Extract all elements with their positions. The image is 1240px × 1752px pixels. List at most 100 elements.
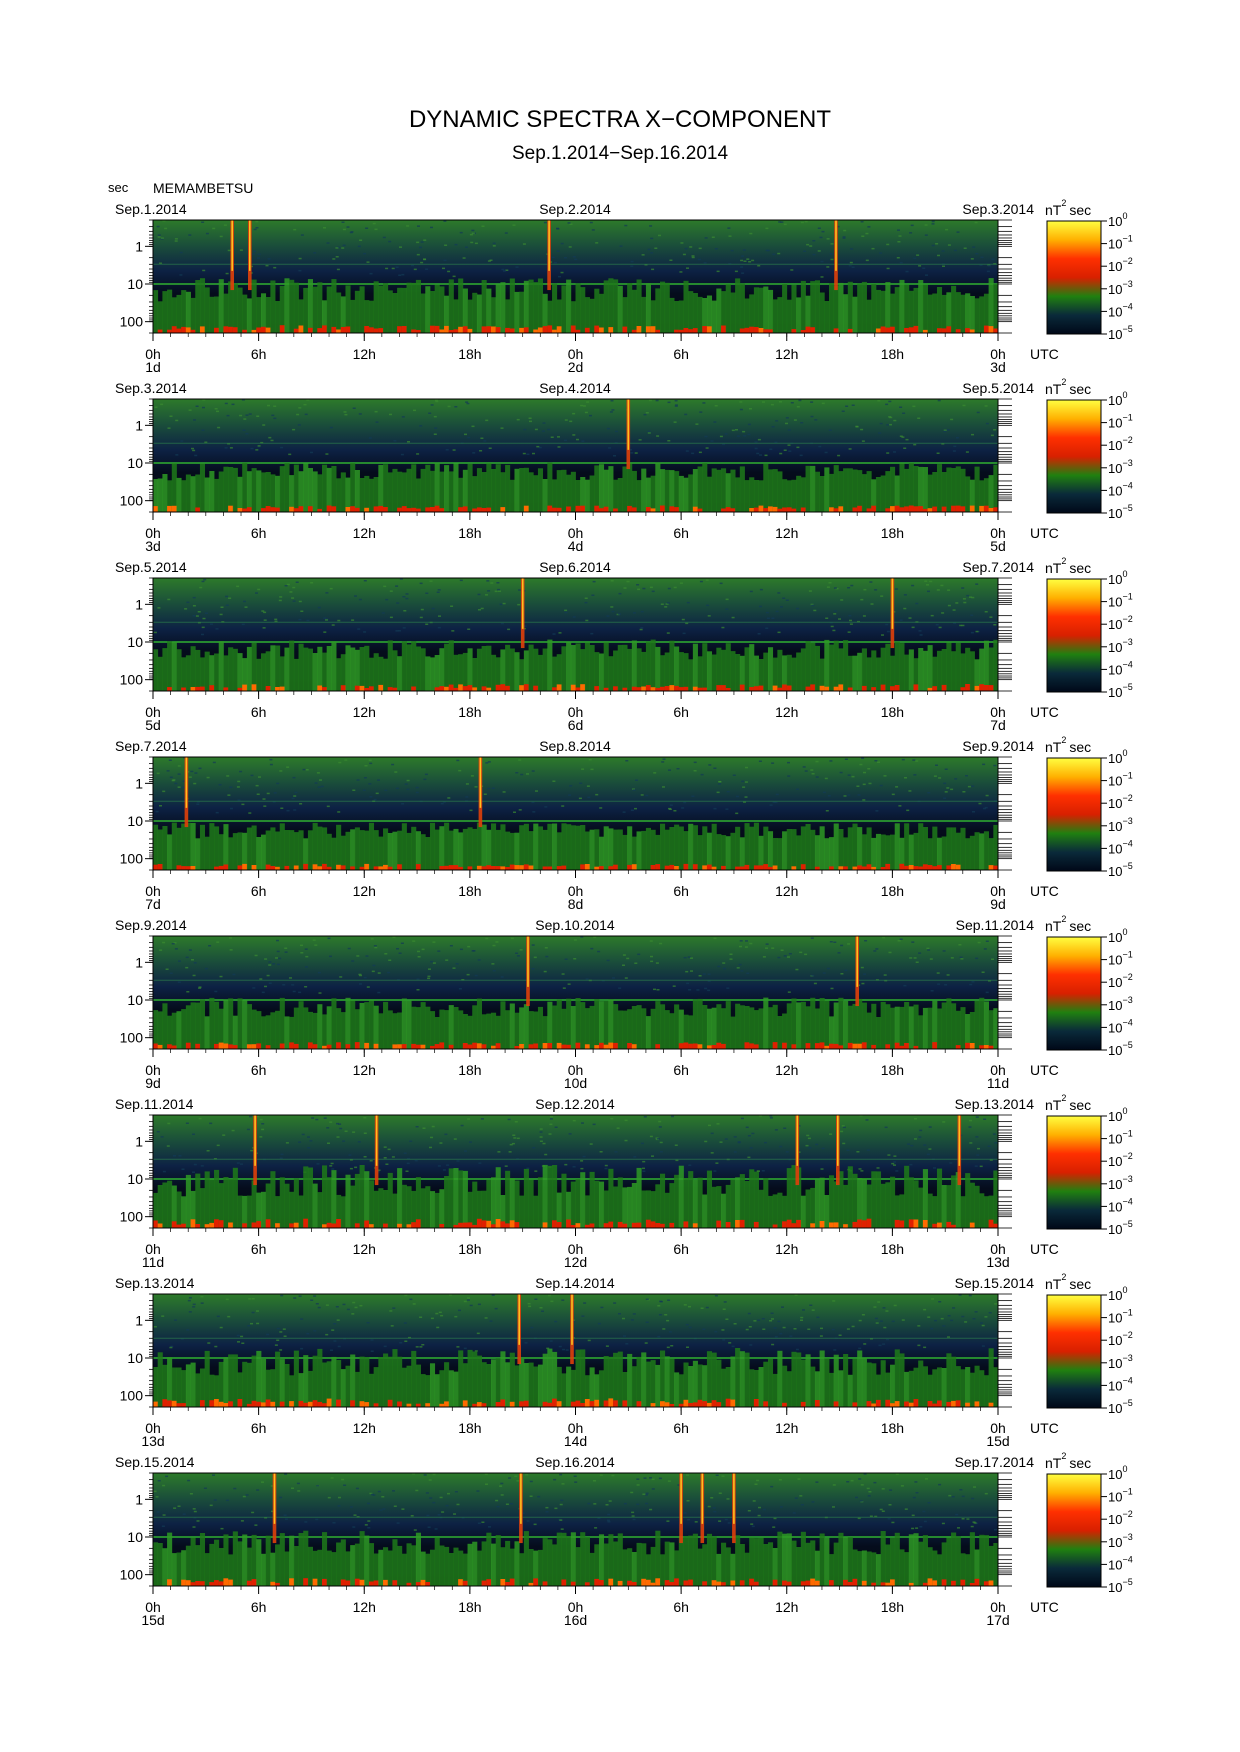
x-tick-label: 0h [568, 704, 584, 720]
colorbar-tick-label: 10−2 [1108, 614, 1133, 632]
event-streak [700, 1473, 705, 1544]
y-tick-label: 1 [135, 954, 143, 970]
panel-date-right: Sep.15.2014 [955, 1275, 1035, 1291]
x-tick-label: 0h [145, 1241, 161, 1257]
x-tick-label: 18h [881, 525, 904, 541]
long-period-activity [153, 997, 999, 1049]
colorbar [1046, 936, 1102, 1051]
day-label-left: 9d [145, 1075, 161, 1091]
panel-date-right: Sep.11.2014 [956, 917, 1035, 933]
colorbar-tick-label: 10−3 [1108, 1353, 1133, 1371]
x-tick-label: 0h [145, 883, 161, 899]
panel-date-mid: Sep.16.2014 [535, 1454, 615, 1470]
colorbar-tick-label: 10−4 [1108, 301, 1133, 319]
event-streak [547, 220, 551, 291]
panel-date-mid: Sep.10.2014 [535, 917, 615, 933]
colorbar-tick-label: 10−2 [1108, 435, 1133, 453]
y-tick-label: 1 [135, 1133, 143, 1149]
panel-date-mid: Sep.12.2014 [535, 1096, 615, 1112]
event-streak [855, 936, 859, 1007]
x-tick-label: 0h [145, 525, 161, 541]
y-tick-label: 1 [135, 417, 143, 433]
colorbar-tick-label: 100 [1108, 1285, 1127, 1303]
y-tick-label: 100 [120, 1209, 144, 1225]
colorbar-tick-label: 10−1 [1108, 234, 1133, 252]
station-label: MEMAMBETSU [153, 180, 253, 196]
x-unit-label: UTC [1030, 883, 1059, 899]
x-tick-label: 6h [673, 1241, 689, 1257]
x-tick-label: 18h [458, 1599, 481, 1615]
colorbar-tick-label: 10−4 [1108, 1196, 1133, 1214]
spectrogram-texture [153, 1294, 998, 1352]
colorbar-tick-label: 10−4 [1108, 1375, 1133, 1393]
event-streak [272, 1473, 277, 1544]
y-unit-label: sec [108, 180, 129, 195]
day-label-right: 5d [990, 538, 1006, 554]
spectrogram-texture [159, 936, 994, 994]
colorbar-tick-label: 100 [1108, 211, 1127, 229]
x-tick-label: 12h [353, 1599, 376, 1615]
x-tick-label: 12h [775, 1420, 798, 1436]
x-tick-label: 12h [353, 346, 376, 362]
event-streak [253, 1115, 257, 1186]
event-streak [520, 578, 525, 649]
x-unit-label: UTC [1030, 1420, 1059, 1436]
x-unit-label: UTC [1030, 1599, 1059, 1615]
panel-date-left: Sep.7.2014 [115, 738, 187, 754]
colorbar-tick-label: 10−3 [1108, 279, 1133, 297]
x-tick-label: 6h [251, 883, 267, 899]
x-tick-label: 12h [775, 1241, 798, 1257]
x-tick-label: 6h [251, 704, 267, 720]
colorbar-tick-label: 10−1 [1108, 1129, 1133, 1147]
x-tick-label: 0h [568, 1599, 584, 1615]
colorbar-tick-label: 10−5 [1108, 861, 1133, 879]
x-tick-label: 12h [353, 525, 376, 541]
panel-date-mid: Sep.8.2014 [539, 738, 611, 754]
x-tick-label: 6h [673, 1062, 689, 1078]
chart-subtitle: Sep.1.2014−Sep.16.2014 [512, 143, 728, 164]
x-tick-label: 0h [568, 1241, 584, 1257]
colorbar-tick-label: 10−5 [1108, 1040, 1133, 1058]
x-tick-label: 0h [145, 1062, 161, 1078]
colorbar [1046, 578, 1102, 693]
colorbar-unit-label: nT2 sec [1045, 735, 1091, 755]
colorbar-tick-label: 10−5 [1108, 682, 1133, 700]
y-tick-label: 10 [127, 455, 143, 471]
x-tick-label: 0h [990, 704, 1006, 720]
x-unit-label: UTC [1030, 1241, 1059, 1257]
colorbar-tick-label: 10−5 [1108, 1577, 1133, 1595]
colorbar-tick-label: 10−1 [1108, 771, 1133, 789]
day-label-right: 3d [990, 359, 1006, 375]
x-tick-label: 12h [775, 704, 798, 720]
y-tick-label: 10 [127, 276, 143, 292]
spectrogram-texture [154, 399, 997, 457]
spectrogram-panel: Sep.1.2014 Sep.2.2014 Sep.3.2014 nT2 sec 1 10 1… [115, 198, 1133, 375]
day-label-mid: 6d [568, 717, 584, 733]
x-tick-label: 18h [881, 1241, 904, 1257]
y-tick-label: 100 [120, 314, 144, 330]
spectrogram-panel: Sep.3.2014 Sep.4.2014 Sep.5.2014 nT2 sec 1 10 1… [115, 377, 1133, 554]
panel-date-left: Sep.5.2014 [115, 559, 187, 575]
x-tick-label: 18h [458, 525, 481, 541]
panel-date-left: Sep.15.2014 [115, 1454, 195, 1470]
x-tick-label: 6h [673, 346, 689, 362]
y-tick-label: 1 [135, 775, 143, 791]
x-unit-label: UTC [1030, 346, 1059, 362]
event-streak [732, 1473, 736, 1544]
spectrogram-panel: Sep.5.2014 Sep.6.2014 Sep.7.2014 nT2 sec 1 10 1… [115, 556, 1133, 733]
x-tick-label: 6h [251, 1599, 267, 1615]
event-streak [248, 220, 252, 291]
x-tick-label: 6h [673, 1420, 689, 1436]
day-label-left: 3d [145, 538, 161, 554]
x-unit-label: UTC [1030, 704, 1059, 720]
event-streak [626, 399, 631, 470]
spectrogram-panel: Sep.13.2014 Sep.14.2014 Sep.15.2014 nT2 sec 1… [115, 1272, 1133, 1449]
x-tick-label: 18h [881, 1599, 904, 1615]
y-tick-label: 1 [135, 1312, 143, 1328]
colorbar-tick-label: 10−1 [1108, 1487, 1133, 1505]
long-period-activity [153, 1348, 999, 1407]
long-period-activity [153, 822, 999, 870]
day-label-left: 1d [145, 359, 161, 375]
day-label-right: 9d [990, 896, 1006, 912]
y-tick-label: 10 [127, 1171, 143, 1187]
